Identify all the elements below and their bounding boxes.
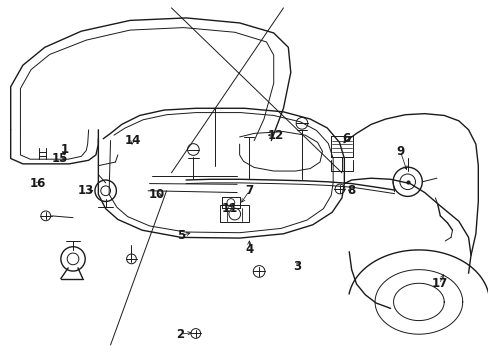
Text: 16: 16 (29, 177, 45, 190)
Circle shape (226, 199, 234, 207)
Text: 13: 13 (78, 184, 94, 197)
Text: 5: 5 (177, 229, 185, 242)
Text: 14: 14 (124, 134, 141, 147)
Text: 3: 3 (292, 260, 301, 273)
Text: 1: 1 (60, 143, 68, 156)
Text: 4: 4 (245, 243, 253, 256)
Text: 10: 10 (148, 188, 164, 201)
Text: 7: 7 (245, 184, 253, 197)
Text: 11: 11 (222, 202, 238, 215)
Text: 12: 12 (267, 129, 284, 142)
Text: 2: 2 (176, 328, 184, 341)
Text: 6: 6 (342, 132, 350, 145)
Text: 8: 8 (347, 184, 355, 197)
Text: 17: 17 (430, 278, 447, 291)
Text: 9: 9 (395, 145, 404, 158)
Text: 15: 15 (51, 152, 67, 165)
